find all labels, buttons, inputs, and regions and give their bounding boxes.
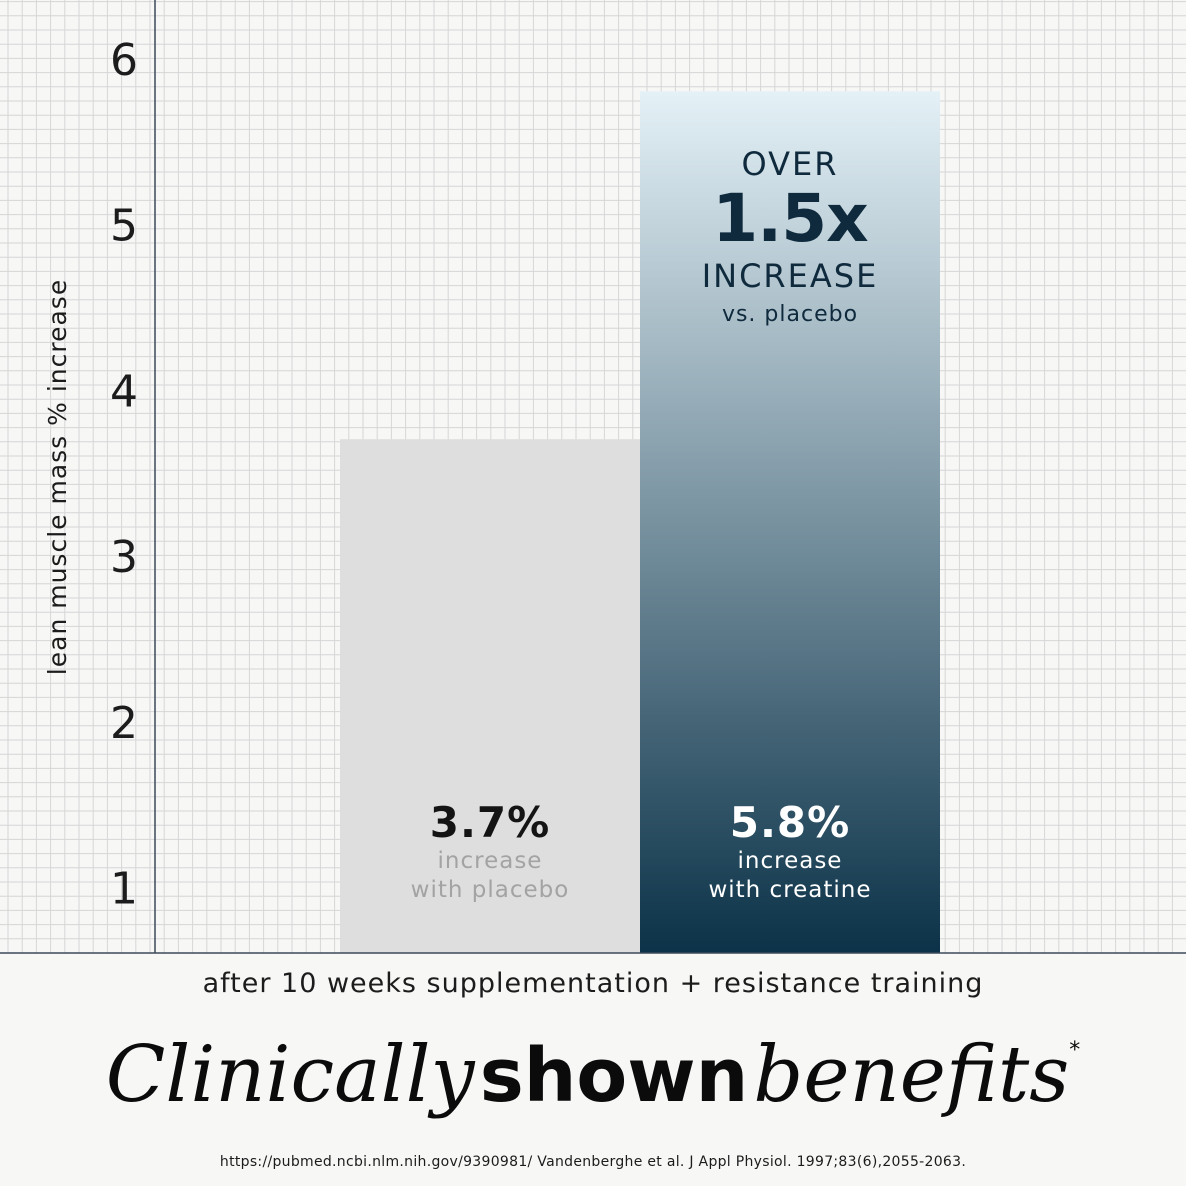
placebo-bar xyxy=(340,439,640,953)
creatine-value-label: 5.8% xyxy=(729,798,851,847)
headline-part1: Clinically xyxy=(105,1030,475,1120)
grid xyxy=(0,0,1186,953)
y-tick-label: 1 xyxy=(110,864,138,915)
creatine-line2: with creatine xyxy=(708,877,872,903)
placebo-value-label: 3.7% xyxy=(429,798,551,847)
x-axis-caption: after 10 weeks supplementation + resista… xyxy=(202,968,984,999)
callout-multiplier: 1.5x xyxy=(712,180,869,257)
creatine-bar xyxy=(640,91,940,953)
placebo-line1: increase xyxy=(437,848,543,874)
placebo-line2: with placebo xyxy=(410,877,570,903)
creatine-bar-label: 5.8% increase with creatine xyxy=(640,798,940,905)
callout-over: OVER xyxy=(741,145,839,183)
y-tick-label: 3 xyxy=(110,532,138,583)
headline-asterisk: * xyxy=(1069,1038,1081,1063)
comparison-callout: OVER 1.5x INCREASE vs. placebo xyxy=(640,146,940,332)
placebo-bar-label: 3.7% increase with placebo xyxy=(340,798,640,905)
headline-part2: shown xyxy=(479,1033,749,1119)
headline-part3: benefits xyxy=(753,1030,1070,1120)
callout-vs-placebo: vs. placebo xyxy=(721,302,859,327)
headline: Clinically shown benefits* xyxy=(0,1030,1186,1120)
y-tick-label: 4 xyxy=(110,367,138,418)
creatine-line1: increase xyxy=(737,848,843,874)
y-tick-label: 6 xyxy=(110,35,138,86)
y-tick-label: 5 xyxy=(110,201,138,252)
citation: https://pubmed.ncbi.nlm.nih.gov/9390981/… xyxy=(219,1154,967,1170)
callout-increase: INCREASE xyxy=(701,257,879,295)
y-tick-label: 2 xyxy=(110,698,138,749)
y-axis-label: lean muscle mass % increase xyxy=(43,279,72,675)
